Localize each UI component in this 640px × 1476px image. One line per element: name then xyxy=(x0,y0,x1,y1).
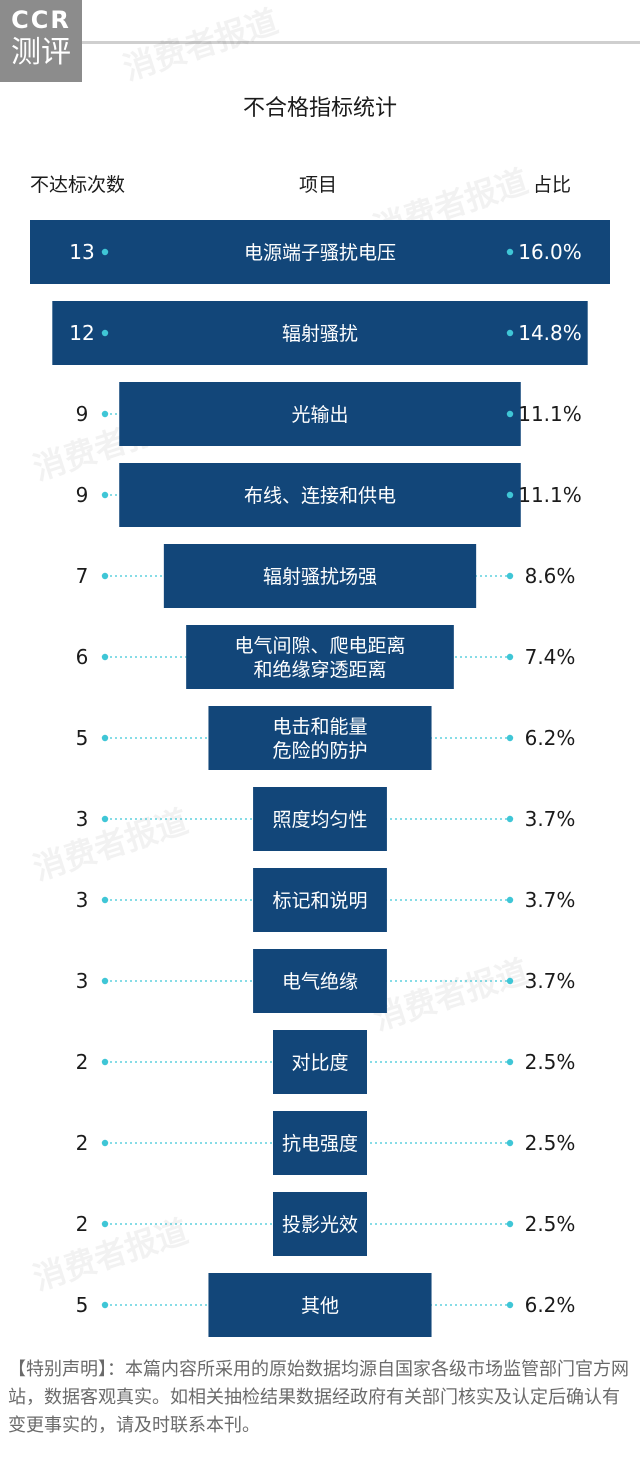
top-divider xyxy=(82,41,640,44)
share-label: 3.7% xyxy=(525,888,576,912)
header-count: 不达标次数 xyxy=(30,174,126,196)
share-label: 6.2% xyxy=(525,726,576,750)
share-label: 2.5% xyxy=(525,1050,576,1074)
guide-dot-left xyxy=(101,1058,109,1066)
guide-dot-right xyxy=(506,977,514,985)
bar-label: 辐射骚扰 xyxy=(282,323,358,345)
share-label: 16.0% xyxy=(518,240,582,264)
bar-label: 对比度 xyxy=(291,1052,348,1074)
count-label: 13 xyxy=(69,240,94,264)
bar-label: 标记和说明 xyxy=(272,890,367,912)
bar-label: 电源端子骚扰电压 xyxy=(244,242,396,264)
share-label: 11.1% xyxy=(518,402,582,426)
count-label: 2 xyxy=(76,1212,89,1236)
count-label: 9 xyxy=(76,483,89,507)
header-share: 占比 xyxy=(533,174,572,196)
bar xyxy=(253,787,387,851)
guide-dot-left xyxy=(101,815,109,823)
guide-dot-right xyxy=(506,1058,514,1066)
share-label: 14.8% xyxy=(518,321,582,345)
guide-dot-left xyxy=(101,491,109,499)
disclaimer: 【特别声明】：本篇内容所采用的原始数据均源自国家各级市场监管部门官方网站，数据客… xyxy=(8,1359,629,1436)
chart-title: 不合格指标统计 xyxy=(242,96,397,121)
guide-dot-left xyxy=(101,977,109,985)
bar xyxy=(253,949,387,1013)
guide-dot-right xyxy=(506,329,514,337)
bar-label: 布线、连接和供电 xyxy=(244,485,396,507)
bar xyxy=(208,1273,432,1337)
bar xyxy=(273,1111,367,1175)
bar-label: 其他 xyxy=(301,1295,339,1317)
share-label: 6.2% xyxy=(525,1293,576,1317)
guide-dot-right xyxy=(506,1139,514,1147)
count-label: 2 xyxy=(76,1131,89,1155)
bar xyxy=(30,220,610,284)
share-label: 3.7% xyxy=(525,969,576,993)
guide-dot-right xyxy=(506,653,514,661)
count-label: 5 xyxy=(76,1293,89,1317)
guide-dot-right xyxy=(506,248,514,256)
share-label: 2.5% xyxy=(525,1212,576,1236)
guide-dot-right xyxy=(506,1301,514,1309)
guide-dot-right xyxy=(506,815,514,823)
bar-label: 照度均匀性 xyxy=(272,809,367,831)
guide-dot-right xyxy=(506,734,514,742)
guide-dot-left xyxy=(101,896,109,904)
count-label: 6 xyxy=(76,645,89,669)
count-label: 7 xyxy=(76,564,89,588)
bar-label: 电气间隙、爬电距离和绝缘穿透距离 xyxy=(234,635,405,681)
bar xyxy=(253,868,387,932)
share-label: 3.7% xyxy=(525,807,576,831)
guide-dot-right xyxy=(506,1220,514,1228)
guide-dot-left xyxy=(101,248,109,256)
bar xyxy=(186,625,454,689)
guide-dot-left xyxy=(101,1139,109,1147)
ccr-logo: CCR 测评 xyxy=(0,0,82,82)
header-item: 项目 xyxy=(299,174,338,196)
bar xyxy=(273,1192,367,1256)
bar-label: 电气绝缘 xyxy=(282,971,358,993)
guide-dot-left xyxy=(101,1301,109,1309)
count-label: 12 xyxy=(69,321,94,345)
guide-dot-left xyxy=(101,329,109,337)
count-label: 9 xyxy=(76,402,89,426)
bar xyxy=(119,382,521,446)
guide-dot-left xyxy=(101,734,109,742)
bar-label: 抗电强度 xyxy=(282,1133,358,1155)
guide-dot-left xyxy=(101,572,109,580)
bar-label: 光输出 xyxy=(291,404,348,426)
bar xyxy=(163,544,477,608)
logo-line1: CCR xyxy=(11,6,71,34)
bar-label: 电击和能量危险的防护 xyxy=(272,716,367,762)
bar-label: 投影光效 xyxy=(282,1214,358,1236)
guide-dot-left xyxy=(101,1220,109,1228)
guide-dot-right xyxy=(506,572,514,580)
guide-dot-left xyxy=(101,410,109,418)
bar xyxy=(119,463,521,527)
share-label: 7.4% xyxy=(525,645,576,669)
guide-dot-right xyxy=(506,491,514,499)
count-label: 2 xyxy=(76,1050,89,1074)
guide-dot-right xyxy=(506,896,514,904)
guide-dot-left xyxy=(101,653,109,661)
bar xyxy=(208,706,432,770)
bar-label: 辐射骚扰场强 xyxy=(263,566,377,588)
count-label: 3 xyxy=(76,807,89,831)
count-label: 5 xyxy=(76,726,89,750)
count-label: 3 xyxy=(76,969,89,993)
logo-line2: 测评 xyxy=(11,35,71,70)
share-label: 8.6% xyxy=(525,564,576,588)
bar xyxy=(52,301,588,365)
count-label: 3 xyxy=(76,888,89,912)
share-label: 11.1% xyxy=(518,483,582,507)
bar xyxy=(273,1030,367,1094)
share-label: 2.5% xyxy=(525,1131,576,1155)
guide-dot-right xyxy=(506,410,514,418)
